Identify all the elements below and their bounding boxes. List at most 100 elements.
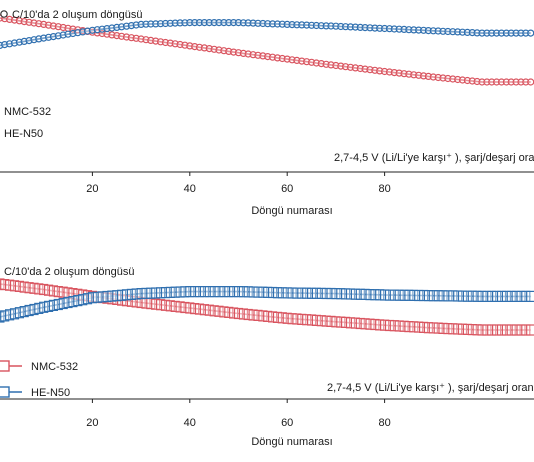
data-point-nmc-bottom-103 <box>492 324 502 336</box>
data-point-he-bottom-11 <box>43 300 54 312</box>
data-point-nmc-bottom-90 <box>428 322 438 334</box>
x-tick-label-top-60: 60 <box>281 183 293 195</box>
data-point-he-bottom-31 <box>141 287 151 299</box>
data-point-he-top-105 <box>502 29 510 37</box>
data-point-he-bottom-34 <box>156 287 166 299</box>
data-point-nmc-bottom-106 <box>506 324 516 336</box>
data-point-he-top-83 <box>395 25 403 33</box>
data-point-he-top-73 <box>346 23 355 31</box>
data-point-he-top-80 <box>381 24 389 33</box>
data-point-nmc-bottom-82 <box>389 320 399 332</box>
data-point-he-bottom-2 <box>0 310 10 322</box>
data-point-nmc-bottom-104 <box>496 324 507 336</box>
data-point-he-top-92 <box>439 27 447 35</box>
data-point-he-top-39 <box>181 19 189 27</box>
data-point-he-bottom-15 <box>63 296 73 309</box>
data-point-he-bottom-88 <box>419 289 429 302</box>
data-point-he-bottom-50 <box>233 286 244 298</box>
data-point-nmc-bottom-65 <box>307 314 317 326</box>
data-point-he-top-56 <box>264 20 272 28</box>
data-point-nmc-bottom-33 <box>151 298 161 310</box>
data-point-nmc-bottom-81 <box>384 319 395 332</box>
data-point-he-bottom-33 <box>151 287 161 299</box>
data-point-he-bottom-85 <box>404 289 414 301</box>
data-point-nmc-bottom-92 <box>438 322 448 334</box>
data-point-he-top-34 <box>157 20 165 28</box>
data-point-nmc-bottom-14 <box>58 286 68 298</box>
data-point-he-bottom-69 <box>326 287 336 300</box>
data-point-he-top-47 <box>220 19 228 27</box>
data-point-he-top-77 <box>366 24 374 32</box>
data-point-nmc-bottom-84 <box>399 320 409 332</box>
data-point-he-top-46 <box>215 19 223 27</box>
data-point-he-bottom-46 <box>214 286 224 298</box>
series-markers-top <box>0 14 534 86</box>
annotation-formation-bottom: C/10'da 2 oluşum döngüsü <box>4 266 135 278</box>
data-point-nmc-bottom-28 <box>126 295 137 307</box>
data-point-he-bottom-106 <box>506 290 516 302</box>
data-point-he-bottom-47 <box>219 286 229 298</box>
data-point-he-bottom-1 <box>0 311 5 323</box>
data-point-nmc-bottom-66 <box>311 314 321 326</box>
x-tick-label-bottom-40: 40 <box>184 417 196 429</box>
data-point-he-bottom-73 <box>345 288 356 300</box>
data-point-he-bottom-59 <box>277 287 287 299</box>
data-point-he-top-107 <box>512 29 520 37</box>
data-point-nmc-bottom-107 <box>511 324 521 336</box>
data-point-he-top-70 <box>332 22 340 30</box>
data-point-he-top-101 <box>483 29 491 37</box>
data-point-nmc-bottom-45 <box>209 305 219 317</box>
data-point-nmc-bottom-59 <box>277 312 287 324</box>
data-point-he-top-87 <box>415 26 423 34</box>
x-tick-label-top-20: 20 <box>86 183 98 195</box>
data-point-he-bottom-83 <box>394 289 404 301</box>
data-point-he-bottom-48 <box>224 286 234 298</box>
data-point-nmc-top-106 <box>507 78 515 86</box>
data-point-nmc-bottom-42 <box>194 303 205 315</box>
data-point-he-bottom-82 <box>389 289 399 301</box>
data-point-he-bottom-6 <box>19 306 29 318</box>
data-point-nmc-bottom-47 <box>219 306 229 318</box>
data-point-nmc-bottom-79 <box>375 319 385 331</box>
data-point-nmc-bottom-68 <box>321 315 331 327</box>
data-point-he-top-74 <box>351 23 359 31</box>
data-point-nmc-bottom-60 <box>282 312 292 324</box>
data-point-nmc-bottom-29 <box>131 296 141 308</box>
data-point-nmc-bottom-105 <box>501 324 511 336</box>
data-point-he-bottom-94 <box>448 290 458 302</box>
data-point-he-top-66 <box>312 21 320 30</box>
data-point-he-top-57 <box>269 20 277 28</box>
data-point-nmc-bottom-83 <box>394 320 404 332</box>
data-point-he-top-93 <box>444 27 452 36</box>
data-point-nmc-bottom-56 <box>263 310 273 322</box>
data-point-nmc-bottom-86 <box>409 321 419 333</box>
data-point-nmc-bottom-55 <box>258 310 268 322</box>
data-point-he-top-60 <box>283 20 291 28</box>
data-point-nmc-bottom-108 <box>516 324 526 336</box>
data-point-nmc-bottom-69 <box>326 315 336 327</box>
data-point-he-top-59 <box>278 20 286 28</box>
data-point-nmc-bottom-40 <box>185 302 195 314</box>
data-point-he-bottom-100 <box>477 290 487 302</box>
data-point-he-bottom-9 <box>34 302 44 314</box>
data-point-he-bottom-54 <box>253 286 263 298</box>
data-point-he-top-67 <box>317 22 325 30</box>
data-point-he-bottom-16 <box>68 296 78 308</box>
data-point-he-top-49 <box>230 19 238 27</box>
data-point-he-bottom-53 <box>248 286 258 298</box>
formation-marker-icon <box>0 10 8 18</box>
data-point-nmc-bottom-58 <box>272 311 283 323</box>
annotation-voltage-bottom: 2,7-4,5 V (Li/Li'ye karşı⁺ ), şarj/deşar… <box>327 382 534 394</box>
data-point-nmc-bottom-101 <box>482 324 492 336</box>
data-point-he-bottom-92 <box>438 290 448 302</box>
data-point-nmc-bottom-73 <box>345 317 356 329</box>
data-point-nmc-bottom-50 <box>233 307 244 320</box>
data-point-he-bottom-81 <box>384 289 395 301</box>
data-point-he-bottom-35 <box>160 287 171 299</box>
data-point-nmc-top-101 <box>483 78 491 86</box>
data-point-nmc-bottom-5 <box>14 280 24 292</box>
data-point-he-bottom-95 <box>453 290 463 302</box>
data-point-he-top-79 <box>376 24 384 32</box>
data-point-he-bottom-61 <box>287 287 297 299</box>
data-point-he-bottom-23 <box>102 290 112 303</box>
